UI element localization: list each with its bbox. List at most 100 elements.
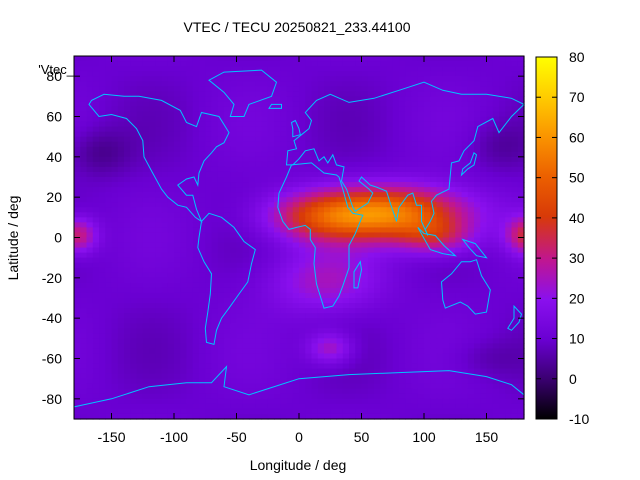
heatmap-cell-r68-c13 — [155, 398, 163, 405]
heatmap-cell-r61-c13 — [155, 363, 163, 370]
heatmap-cell-r3-c8 — [124, 71, 131, 77]
heatmap-cell-r51-c58 — [436, 313, 444, 319]
heatmap-cell-r59-c33 — [280, 353, 288, 360]
heatmap-cell-r59-c53 — [405, 353, 413, 360]
heatmap-cell-r39-c67 — [492, 252, 500, 259]
heatmap-cell-r34-c60 — [449, 227, 456, 234]
heatmap-cell-r55-c8 — [124, 333, 131, 339]
heatmap-cell-r22-c63 — [467, 166, 475, 173]
heatmap-cell-r40-c42 — [336, 257, 344, 264]
heatmap-cell-r26-c17 — [180, 187, 188, 193]
heatmap-cell-r5-c21 — [205, 81, 213, 87]
heatmap-cell-r12-c59 — [442, 116, 450, 123]
heatmap-cell-r5-c67 — [492, 81, 500, 87]
heatmap-cell-r15-c34 — [286, 131, 294, 138]
heatmap-cell-r7-c3 — [92, 91, 100, 97]
heatmap-cell-r54-c26 — [236, 328, 244, 334]
heatmap-cell-r3-c68 — [499, 71, 506, 77]
heatmap-cell-r28-c52 — [399, 197, 406, 203]
heatmap-cell-r17-c1 — [80, 141, 88, 148]
heatmap-cell-r49-c3 — [92, 303, 100, 309]
heatmap-cell-r53-c71 — [517, 323, 525, 329]
heatmap-cell-r6-c31 — [267, 86, 275, 92]
heatmap-cell-r26-c41 — [330, 187, 338, 193]
heatmap-cell-r25-c49 — [380, 182, 388, 188]
heatmap-cell-r0-c61 — [455, 56, 463, 62]
heatmap-cell-r7-c22 — [211, 91, 219, 97]
heatmap-cell-r59-c0 — [74, 353, 81, 360]
heatmap-cell-r66-c53 — [405, 388, 413, 395]
heatmap-cell-r13-c37 — [305, 121, 313, 128]
heatmap-cell-r2-c11 — [142, 66, 150, 72]
heatmap-cell-r18-c12 — [149, 146, 156, 153]
heatmap-cell-r16-c25 — [230, 136, 238, 143]
heatmap-cell-r47-c44 — [349, 292, 356, 299]
heatmap-cell-r12-c5 — [105, 116, 113, 123]
heatmap-cell-r59-c55 — [417, 353, 425, 360]
heatmap-cell-r24-c19 — [192, 177, 200, 183]
heatmap-cell-r1-c31 — [267, 61, 275, 67]
heatmap-cell-r61-c15 — [167, 363, 175, 370]
heatmap-cell-r57-c11 — [142, 343, 150, 350]
heatmap-cell-r38-c69 — [505, 247, 513, 254]
heatmap-cell-r51-c44 — [349, 313, 356, 319]
heatmap-cell-r31-c23 — [217, 212, 225, 218]
heatmap-cell-r57-c36 — [299, 343, 306, 350]
heatmap-cell-r46-c57 — [430, 287, 438, 294]
heatmap-cell-r8-c71 — [517, 96, 525, 102]
heatmap-cell-r38-c23 — [217, 247, 225, 254]
heatmap-cell-r68-c34 — [286, 398, 294, 405]
heatmap-cell-r1-c25 — [230, 61, 238, 67]
heatmap-cell-r9-c44 — [349, 101, 356, 108]
heatmap-cell-r28-c27 — [242, 197, 250, 203]
heatmap-cell-r52-c29 — [255, 318, 263, 324]
heatmap-cell-r20-c7 — [117, 156, 125, 163]
heatmap-cell-r63-c53 — [405, 373, 413, 380]
heatmap-cell-r2-c45 — [355, 66, 363, 72]
heatmap-cell-r2-c31 — [267, 66, 275, 72]
heatmap-cell-r49-c64 — [474, 303, 481, 309]
heatmap-cell-r33-c48 — [374, 222, 381, 229]
heatmap-cell-r43-c49 — [380, 272, 388, 279]
heatmap-cell-r58-c11 — [142, 348, 150, 355]
heatmap-cell-r54-c45 — [355, 328, 363, 334]
heatmap-cell-r28-c22 — [211, 197, 219, 203]
heatmap-cell-r20-c2 — [86, 156, 94, 163]
heatmap-cell-r55-c35 — [292, 333, 300, 339]
heatmap-cell-r44-c54 — [411, 277, 419, 284]
heatmap-cell-r63-c15 — [167, 373, 175, 380]
heatmap-cell-r14-c6 — [111, 126, 119, 133]
heatmap-cell-r67-c66 — [486, 393, 494, 400]
heatmap-cell-r15-c26 — [236, 131, 244, 138]
heatmap-cell-r36-c0 — [74, 237, 81, 244]
heatmap-cell-r60-c15 — [167, 358, 175, 365]
heatmap-cell-r62-c29 — [255, 368, 263, 375]
heatmap-cell-r35-c20 — [199, 232, 206, 239]
heatmap-cell-r16-c56 — [424, 136, 431, 143]
heatmap-cell-r22-c41 — [330, 166, 338, 173]
heatmap-cell-r40-c54 — [411, 257, 419, 264]
heatmap-cell-r62-c10 — [136, 368, 144, 375]
heatmap-cell-r33-c18 — [186, 222, 194, 229]
heatmap-cell-r39-c12 — [149, 252, 156, 259]
heatmap-cell-r4-c39 — [317, 76, 325, 82]
heatmap-cell-r24-c54 — [411, 177, 419, 183]
heatmap-cell-r5-c32 — [274, 81, 281, 87]
heatmap-cell-r61-c10 — [136, 363, 144, 370]
heatmap-cell-r16-c64 — [474, 136, 481, 143]
heatmap-cell-r55-c20 — [199, 333, 206, 339]
heatmap-cell-r7-c4 — [99, 91, 106, 97]
heatmap-cell-r45-c66 — [486, 282, 494, 289]
heatmap-cell-r21-c8 — [124, 161, 131, 168]
heatmap-cell-r30-c19 — [192, 207, 200, 213]
heatmap-cell-r15-c25 — [230, 131, 238, 138]
heatmap-cell-r59-c62 — [461, 353, 469, 360]
heatmap-cell-r43-c6 — [111, 272, 119, 279]
heatmap-cell-r66-c62 — [461, 388, 469, 395]
heatmap-cell-r41-c50 — [386, 262, 394, 269]
heatmap-cell-r21-c21 — [205, 161, 213, 168]
heatmap-cell-r25-c50 — [386, 182, 394, 188]
heatmap-cell-r20-c13 — [155, 156, 163, 163]
heatmap-cell-r38-c29 — [255, 247, 263, 254]
heatmap-cell-r9-c70 — [511, 101, 519, 108]
